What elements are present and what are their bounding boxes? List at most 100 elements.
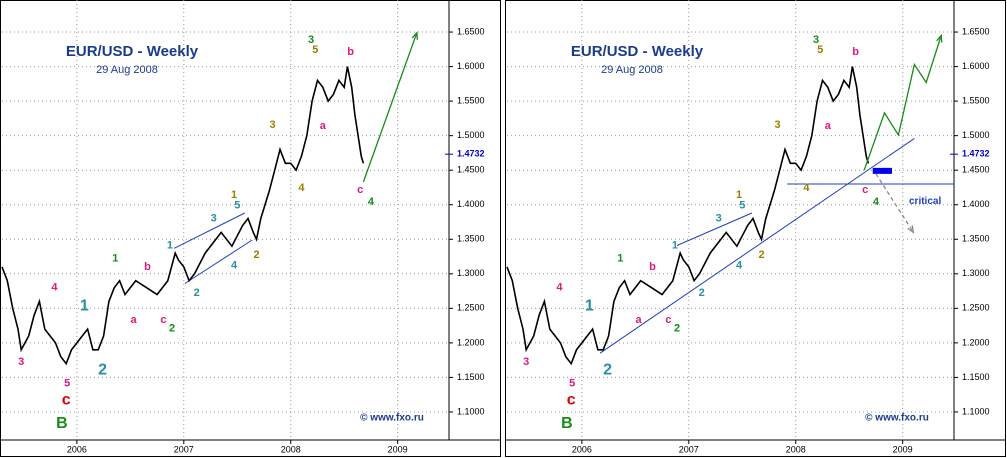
source: © www.fxo.ru [360,413,424,424]
wave-label: 3 [716,212,722,224]
x-tick-label: 2009 [388,444,408,454]
y-tick-label: 1.2500 [457,303,485,313]
wave-label: 3 [211,212,217,224]
wave-label: c [160,314,166,326]
wave-label: 5 [312,44,318,56]
wave-label: 4 [736,259,743,271]
x-tick-label: 2009 [893,444,913,454]
wave-label: B [56,415,68,432]
y-tick-label: 1.3500 [962,234,990,244]
wave-label: B [561,415,573,432]
wave-label: 4 [231,259,238,271]
wave-label: 2 [699,287,705,299]
y-tick-label: 1.6000 [962,61,990,71]
y-tick-label: 1.4000 [962,199,990,209]
y-tick-label: 1.1000 [962,406,990,416]
y-tick-label: 1.5000 [962,130,990,140]
wave-label: 4 [803,182,810,194]
projection [875,173,914,233]
wave-label: 4 [368,196,375,208]
trendline [184,239,253,284]
wave-label: b [649,261,656,273]
wave-label: c [665,314,671,326]
wave-label: b [852,46,859,58]
trendline [599,137,915,354]
y-tick-label: 1.2500 [962,303,990,313]
wave-label: 4 [556,282,563,294]
wave-label: 3 [774,119,780,131]
wave-label: 1 [736,189,742,201]
wave-label: c [62,391,71,408]
x-tick-label: 2008 [281,444,301,454]
y-tick-label: 1.4000 [457,199,485,209]
price-line [506,66,870,366]
x-tick-label: 2007 [679,444,699,454]
chart-subtitle: 29 Aug 2008 [96,64,158,76]
panel-frame [505,0,1006,457]
y-tick-label: 1.5500 [962,95,990,105]
wave-label: 3 [523,356,529,368]
wave-label: 3 [308,34,314,46]
wave-label: c [862,184,868,196]
wave-label: 5 [64,378,70,390]
critical-label: critical [909,196,941,207]
wave-label: a [130,314,137,326]
wave-label: 4 [51,282,58,294]
wave-label: 5 [569,378,575,390]
y-tick-label: 1.1000 [457,406,485,416]
arrow-head [936,33,943,43]
wave-label: 2 [169,322,175,334]
projection [863,35,942,171]
y-tick-label: 1.2000 [962,337,990,347]
wave-label: 5 [234,199,240,211]
arrow-head [907,225,915,234]
wave-label: 2 [98,362,107,379]
chart-title: EUR/USD - Weekly [571,43,704,60]
wave-label: 1 [167,239,173,251]
wave-label: 5 [817,44,823,56]
wave-label: 3 [269,119,275,131]
y-tick-label: 1.5500 [457,95,485,105]
wave-label: a [825,120,832,132]
source: © www.fxo.ru [865,413,929,424]
x-tick-label: 2006 [572,444,592,454]
chart-title: EUR/USD - Weekly [66,43,199,60]
price-line [1,66,365,366]
x-tick-label: 2006 [67,444,87,454]
y-tick-label: 1.4500 [457,165,485,175]
wave-label: 3 [813,34,819,46]
y-tick-label: 1.5000 [457,130,485,140]
wave-label: 3 [18,356,24,368]
chart-subtitle: 29 Aug 2008 [601,64,663,76]
wave-label: 1 [231,189,237,201]
wave-label: 2 [674,322,680,334]
last-price-label: 1.4732 [962,149,990,159]
y-tick-label: 1.3000 [457,268,485,278]
wave-label: 2 [194,287,200,299]
wave-label: b [144,261,151,273]
wave-label: 1 [617,253,623,265]
panel-frame [0,0,501,457]
wave-label: 5 [739,199,745,211]
wave-label: 4 [298,182,305,194]
trendline [173,212,245,249]
x-tick-label: 2007 [174,444,194,454]
y-tick-label: 1.6000 [457,61,485,71]
wave-label: b [347,46,354,58]
projection [362,32,418,183]
wave-label: 1 [672,239,678,251]
wave-label: a [635,314,642,326]
wave-label: 1 [80,297,89,314]
x-tick-label: 2008 [786,444,806,454]
wave-label: 1 [585,297,594,314]
arrow-head [411,31,418,40]
wave-label: 4 [873,196,880,208]
wave-label: 2 [758,249,764,261]
y-tick-label: 1.4500 [962,165,990,175]
wave-label: c [357,184,363,196]
y-tick-label: 1.1500 [457,372,485,382]
y-tick-label: 1.3500 [457,234,485,244]
y-tick-label: 1.2000 [457,337,485,347]
